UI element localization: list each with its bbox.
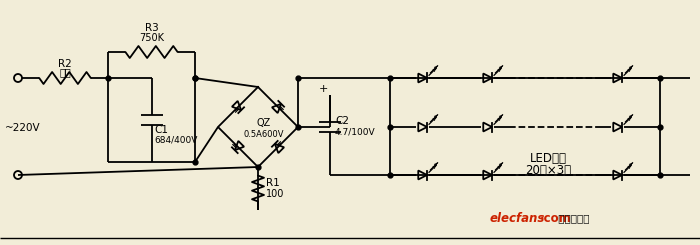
Text: R2: R2 (58, 59, 72, 69)
Text: elecfans: elecfans (490, 211, 545, 224)
Text: 100: 100 (266, 188, 284, 198)
Text: ·com: ·com (540, 211, 572, 224)
Text: LED白光: LED白光 (529, 151, 566, 164)
Text: 电子发烧友: 电子发烧友 (555, 213, 589, 223)
Text: +: + (318, 84, 328, 94)
Text: C2: C2 (335, 115, 349, 125)
Text: 20只×3路: 20只×3路 (525, 163, 571, 176)
Text: 0.5A600V: 0.5A600V (244, 130, 284, 138)
Text: C1: C1 (154, 125, 168, 135)
Text: 750K: 750K (139, 33, 164, 43)
Text: 684/400V: 684/400V (154, 135, 197, 145)
Text: ~220V: ~220V (5, 123, 41, 133)
Text: QZ: QZ (257, 118, 271, 128)
Text: R3: R3 (145, 23, 158, 33)
Text: 未用: 未用 (59, 67, 71, 77)
Text: R1: R1 (266, 177, 280, 187)
Text: 4.7/100V: 4.7/100V (335, 127, 376, 136)
